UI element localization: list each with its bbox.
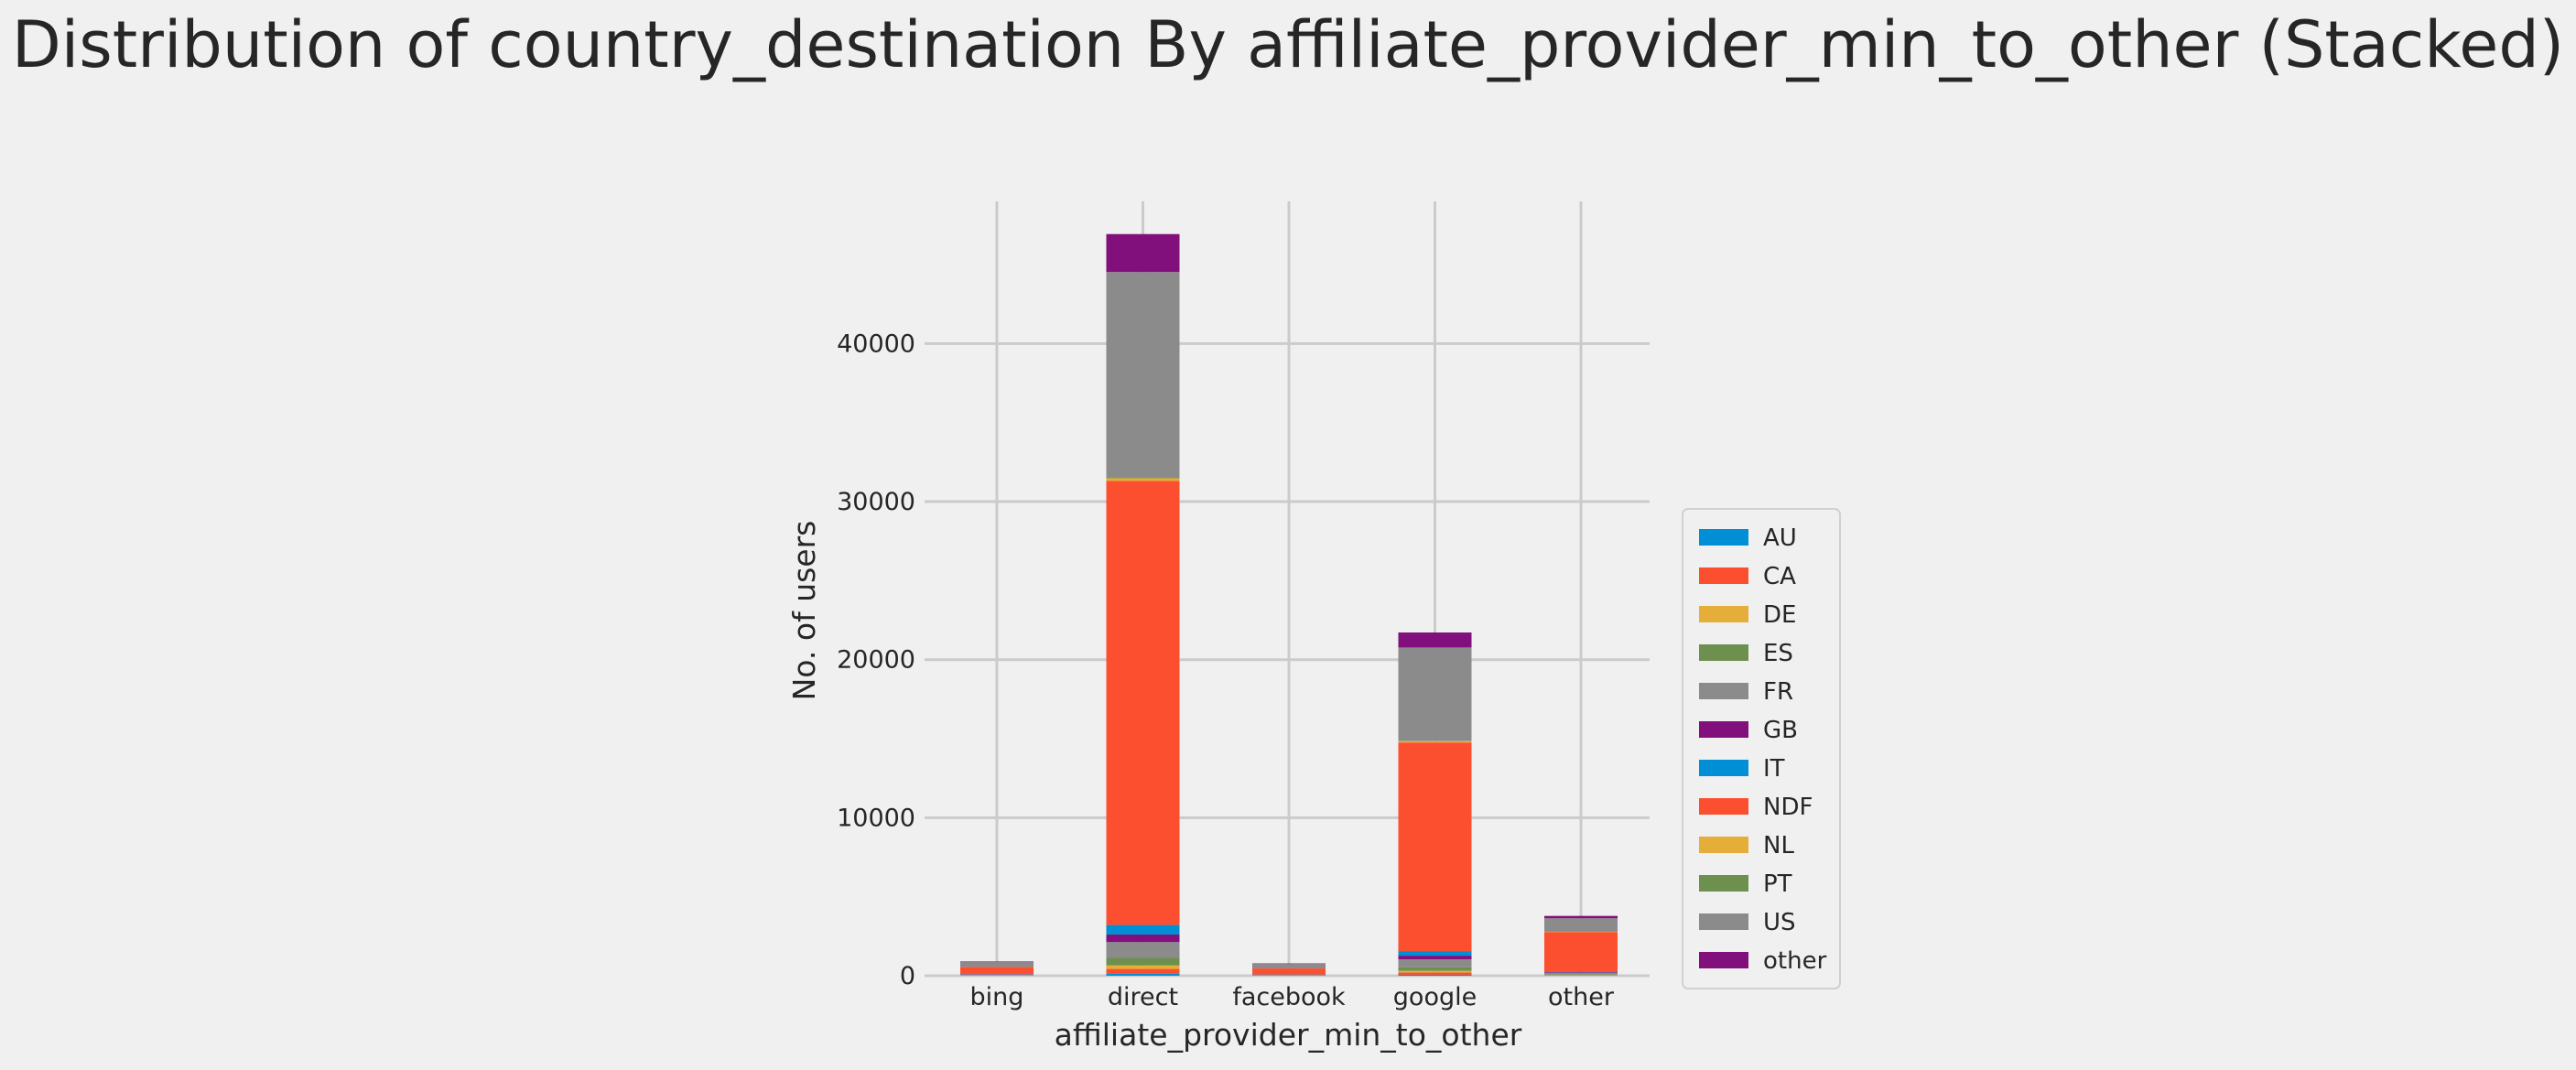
legend-box: [1682, 508, 1841, 989]
bar-segment: [1106, 481, 1180, 925]
bar-segment: [1106, 965, 1180, 969]
legend-swatch: [1699, 760, 1748, 776]
y-tick-label: 20000: [837, 646, 915, 675]
bar-segment: [1106, 477, 1180, 479]
bar-segment: [1398, 959, 1472, 967]
legend-label: AU: [1763, 524, 1797, 552]
bar-segment: [1398, 972, 1472, 975]
x-tick-label: google: [1393, 983, 1477, 1011]
bar-segment: [1106, 957, 1180, 966]
bar-segment: [1106, 942, 1180, 958]
bar-segment: [1398, 647, 1472, 741]
bar-segment: [1252, 964, 1326, 968]
bar-segment: [1544, 974, 1618, 976]
bar-segment: [1398, 956, 1472, 960]
bar-segment: [1398, 974, 1472, 976]
y-tick-label: 30000: [837, 488, 915, 516]
bar-segment: [1252, 963, 1326, 965]
legend-swatch: [1699, 683, 1748, 699]
x-tick-label: direct: [1108, 983, 1178, 1011]
bar-segment: [1544, 915, 1618, 919]
grid-lines: [925, 201, 1650, 978]
legend-swatch: [1699, 952, 1748, 968]
legend-swatch: [1699, 644, 1748, 661]
bar-segment: [1106, 478, 1180, 481]
bar-segment: [1398, 967, 1472, 971]
legend-swatch: [1699, 798, 1748, 815]
legend-label: IT: [1763, 755, 1785, 783]
legend-label: CA: [1763, 563, 1796, 590]
x-tick-label: other: [1548, 983, 1615, 1011]
bar-segment: [1544, 972, 1618, 973]
x-tick-label: facebook: [1232, 983, 1346, 1011]
legend-label: NDF: [1763, 794, 1813, 821]
legend-label: other: [1763, 947, 1827, 975]
legend-swatch: [1699, 567, 1748, 584]
bar-segment: [1106, 973, 1180, 976]
bar-segment: [1106, 934, 1180, 943]
legend-swatch: [1699, 837, 1748, 853]
bar-segment: [1106, 968, 1180, 974]
legend-label: PT: [1763, 870, 1792, 898]
bar-segment: [1544, 932, 1618, 972]
legend-swatch: [1699, 529, 1748, 546]
legend-label: ES: [1763, 640, 1793, 667]
bars: [960, 233, 1618, 976]
bar-segment: [1544, 918, 1618, 932]
legend-label: DE: [1763, 601, 1796, 629]
legend-swatch: [1699, 721, 1748, 738]
y-tick-label: 0: [900, 962, 915, 990]
bar-segment: [1398, 742, 1472, 952]
x-tick-label: bing: [970, 983, 1024, 1011]
bar-segment: [1252, 968, 1326, 975]
y-axis-label: No. of users: [786, 521, 822, 701]
legend-label: FR: [1763, 678, 1793, 706]
chart-title: Distribution of country_destination By a…: [11, 7, 2565, 82]
bar-segment: [960, 962, 1034, 967]
bar-segment: [1106, 272, 1180, 478]
x-axis-label: affiliate_provider_min_to_other: [1055, 1017, 1522, 1053]
bar-segment: [1544, 972, 1618, 975]
bar-segment: [1106, 233, 1180, 273]
legend-swatch: [1699, 913, 1748, 930]
bar-segment: [1398, 740, 1472, 743]
bar-segment: [1398, 951, 1472, 957]
bar-segment: [1106, 924, 1180, 935]
y-tick-label: 40000: [837, 330, 915, 358]
bar-segment: [960, 967, 1034, 975]
bar-segment: [1544, 971, 1618, 973]
bar-segment: [960, 974, 1034, 976]
legend-label: GB: [1763, 717, 1798, 744]
y-tick-label: 10000: [837, 804, 915, 832]
tick-labels: 0 10000 20000 30000 40000 bing direct facebook g…: [837, 330, 1615, 1011]
legend-swatch: [1699, 875, 1748, 892]
legend-label: NL: [1763, 832, 1794, 859]
bar-segment: [960, 961, 1034, 963]
legend: AU CA DE ES FR GB IT NDF NL PT US other: [1682, 508, 1841, 989]
legend-label: US: [1763, 909, 1796, 936]
bar-segment: [1398, 632, 1472, 648]
legend-swatch: [1699, 606, 1748, 622]
bar-segment: [1398, 970, 1472, 973]
